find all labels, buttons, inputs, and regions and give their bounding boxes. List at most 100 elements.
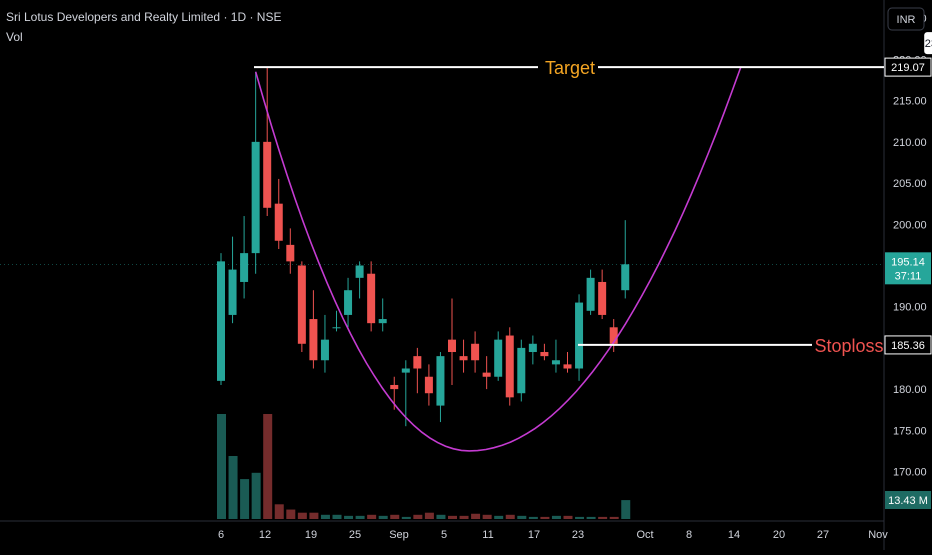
candle-body xyxy=(424,376,433,394)
volume-bar xyxy=(482,514,492,519)
volume-bar xyxy=(459,515,469,519)
time-tick-label: 20 xyxy=(773,529,785,541)
candle-body xyxy=(413,356,422,369)
volume-bar xyxy=(551,515,561,519)
time-tick-label: 14 xyxy=(728,529,740,541)
volume-bar xyxy=(436,514,446,519)
volume-bar xyxy=(448,515,457,519)
candle-body xyxy=(320,339,329,361)
time-tick-label: 6 xyxy=(218,529,224,541)
volume-bar xyxy=(355,515,365,519)
volume-bar xyxy=(309,512,319,519)
currency-button-box xyxy=(887,7,925,31)
volume-bar xyxy=(609,516,619,519)
candle-body xyxy=(471,343,480,361)
candle-body xyxy=(459,356,468,361)
time-tick-label: Sep xyxy=(389,529,409,541)
volume-bar xyxy=(332,514,342,519)
candle-body xyxy=(251,141,260,254)
candle-body xyxy=(228,269,237,315)
price-tick-label: 200.00 xyxy=(893,219,927,231)
volume-bar xyxy=(528,516,538,519)
candle-body xyxy=(332,327,341,329)
candle-body xyxy=(217,261,225,381)
volume-bar xyxy=(598,516,608,519)
candle-body xyxy=(551,360,560,365)
volume-bar xyxy=(424,512,434,519)
candle-body xyxy=(240,253,249,282)
volume-bar xyxy=(240,479,250,519)
candle-body xyxy=(436,356,445,406)
volume-bar xyxy=(494,515,504,519)
drawings: Target Stoploss 23.09 (11.78%) 2,309 xyxy=(254,32,932,452)
volume-bar xyxy=(621,500,631,519)
candle-body xyxy=(401,368,410,373)
candle-body xyxy=(528,343,537,353)
time-tick-label: 5 xyxy=(441,529,447,541)
price-tick-label: 205.00 xyxy=(893,178,927,190)
symbol-title[interactable]: Sri Lotus Developers and Realty Limited … xyxy=(6,10,282,24)
currency-button: INR xyxy=(897,14,916,26)
volume-bar xyxy=(413,514,423,519)
candle-body xyxy=(540,352,549,357)
candle-body xyxy=(575,302,584,369)
volume-bar xyxy=(367,514,377,519)
volume-bars xyxy=(217,414,631,519)
volume-bar xyxy=(586,516,596,519)
candle-body xyxy=(494,339,503,377)
price-tick-label: 215.00 xyxy=(893,96,927,108)
candle-body xyxy=(609,327,618,344)
volume-indicator-label[interactable]: Vol xyxy=(6,30,23,44)
volume-bar xyxy=(228,456,238,519)
stoploss-label: Stoploss xyxy=(814,336,883,356)
volume-bar xyxy=(471,513,481,519)
stoploss-price-badge xyxy=(884,335,932,355)
target-price-value: 219.07 xyxy=(891,62,925,74)
volume-bar xyxy=(505,514,515,519)
candle-body xyxy=(378,319,387,324)
target-label: Target xyxy=(545,58,595,78)
time-tick-label: Nov xyxy=(868,529,888,541)
time-tick-label: 17 xyxy=(528,529,540,541)
candle-body xyxy=(274,203,283,241)
candle-body xyxy=(390,384,399,390)
candle-body xyxy=(621,264,630,291)
time-tick-label: 27 xyxy=(817,529,829,541)
candle-body xyxy=(448,339,456,353)
candle-body xyxy=(263,141,272,208)
bar-countdown: 37:11 xyxy=(895,270,922,282)
candlestick-series xyxy=(217,67,630,427)
price-tick-label: 190.00 xyxy=(893,302,927,314)
current-price-value: 195.14 xyxy=(891,256,925,268)
volume-bar xyxy=(286,509,296,519)
time-tick-label: 8 xyxy=(686,529,692,541)
volume-bar xyxy=(263,414,273,519)
volume-bar xyxy=(251,472,261,519)
measure-label: 23.09 (11.78%) 2,309 xyxy=(925,38,932,50)
stoploss-price-value: 185.36 xyxy=(891,340,925,352)
candle-body xyxy=(367,273,376,324)
volume-bar xyxy=(517,515,527,519)
price-tick-label: 175.00 xyxy=(893,425,927,437)
volume-badge xyxy=(885,491,931,509)
target-price-badge xyxy=(884,57,932,77)
candle-body xyxy=(586,277,595,311)
volume-bar xyxy=(390,514,400,519)
time-tick-label: 19 xyxy=(305,529,317,541)
time-tick-label: 23 xyxy=(572,529,584,541)
candle-body xyxy=(482,372,491,377)
price-tick-label: 170.00 xyxy=(893,467,927,479)
time-tick-label: Oct xyxy=(636,529,653,541)
volume-bar xyxy=(575,516,585,519)
time-tick-label: 12 xyxy=(259,529,271,541)
volume-bar xyxy=(401,516,411,519)
volume-bar xyxy=(344,515,354,519)
volume-bar xyxy=(217,414,226,519)
volume-bar xyxy=(378,515,388,519)
candle-body xyxy=(517,347,526,394)
cup-curve xyxy=(254,66,742,452)
measure-label-box xyxy=(924,32,932,55)
candle-body xyxy=(286,244,295,262)
